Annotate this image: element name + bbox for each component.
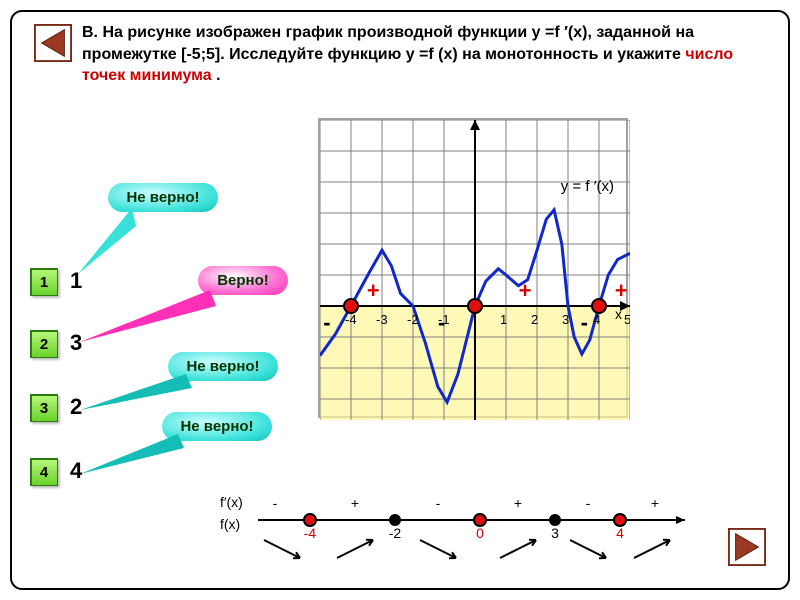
svg-text:0: 0 (476, 525, 484, 541)
problem-suffix: . (212, 67, 221, 84)
callout-tail-4 (76, 434, 184, 478)
svg-text:2: 2 (531, 312, 538, 327)
svg-text:+: + (519, 278, 532, 303)
svg-text:3: 3 (562, 312, 569, 327)
svg-text:-4: -4 (304, 525, 317, 541)
svg-text:1: 1 (500, 312, 507, 327)
svg-text:+: + (367, 278, 380, 303)
svg-text:+: + (514, 495, 522, 511)
svg-text:4: 4 (593, 312, 600, 327)
answer-button-3[interactable]: 3 (30, 394, 58, 422)
callout-text: Не верно! (180, 418, 253, 435)
diagram-svg: -4 -2 0 3 4 - + - + - + (220, 492, 690, 562)
answer-button-2[interactable]: 2 (30, 330, 58, 358)
back-button[interactable] (34, 24, 72, 62)
problem-text: В. На рисунке изображен график производн… (82, 22, 772, 87)
answer-num: 1 (40, 274, 48, 291)
svg-text:+: + (351, 495, 359, 511)
svg-text:+: + (651, 495, 659, 511)
callout-tail-3 (76, 374, 192, 414)
svg-text:-2: -2 (407, 312, 419, 327)
svg-text:4: 4 (616, 525, 624, 541)
slide-frame: В. На рисунке изображен график производн… (10, 10, 790, 590)
sign-diagram: f′(x) f(x) -4-2034-+-+-+ (220, 492, 690, 562)
svg-text:-4: -4 (345, 312, 357, 327)
svg-text:5: 5 (624, 312, 630, 327)
svg-text:-: - (273, 495, 278, 511)
svg-text:-: - (586, 495, 591, 511)
answer-num: 4 (40, 464, 48, 481)
callout-text: Не верно! (186, 358, 259, 375)
problem-main: В. На рисунке изображен график производн… (82, 24, 694, 63)
svg-text:+: + (615, 278, 628, 303)
forward-button[interactable] (728, 528, 766, 566)
svg-text:-: - (436, 495, 441, 511)
answer-button-4[interactable]: 4 (30, 458, 58, 486)
func-label: y = f ′(x) (561, 178, 614, 195)
callout-text: Верно! (217, 272, 269, 289)
svg-text:-: - (438, 310, 445, 335)
svg-text:-2: -2 (389, 525, 402, 541)
x-axis-label: x (615, 306, 622, 322)
svg-text:3: 3 (551, 525, 559, 541)
answer-num: 2 (40, 336, 48, 353)
callout-tail-2 (76, 290, 216, 346)
callout-tail-1 (74, 208, 136, 278)
svg-text:-: - (323, 310, 330, 335)
graph-svg: -4-3-2-112345+++--- (320, 120, 630, 420)
svg-text:-3: -3 (376, 312, 388, 327)
derivative-graph: -4-3-2-112345+++--- y = f ′(x) x (318, 118, 628, 418)
svg-text:-: - (581, 310, 588, 335)
answer-button-1[interactable]: 1 (30, 268, 58, 296)
callout-text: Не верно! (126, 189, 199, 206)
answer-num: 3 (40, 400, 48, 417)
